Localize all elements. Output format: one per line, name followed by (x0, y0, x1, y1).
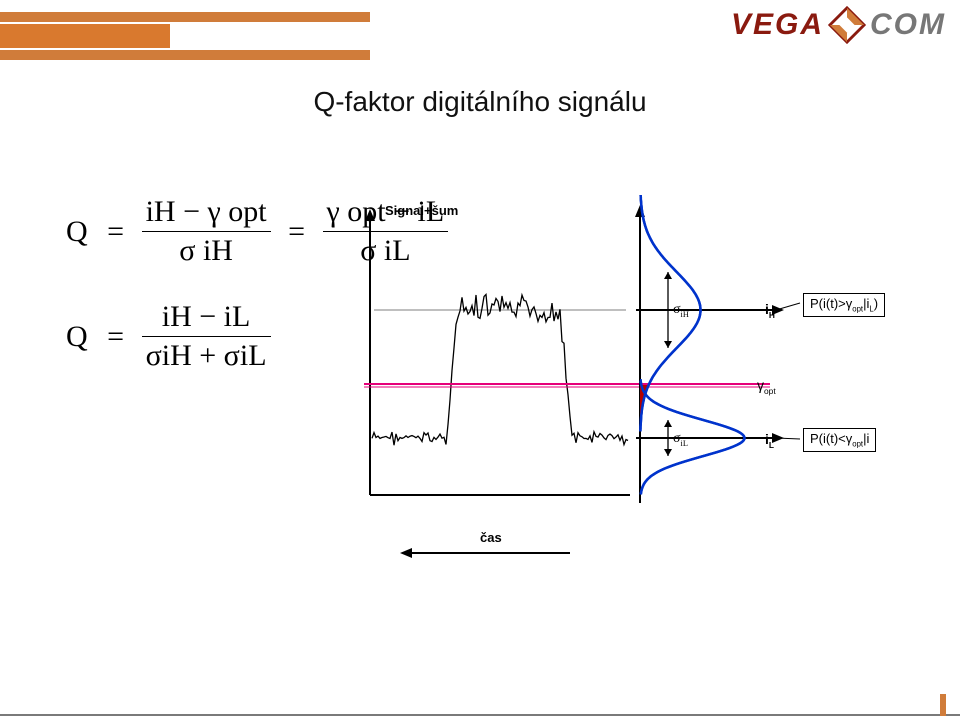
prob-gt-box: P(i(t)>γopt|iL) (803, 293, 885, 317)
brand-com: COM (870, 8, 946, 42)
signal-label: Signal+šum (385, 203, 458, 218)
eq2-eq: = (101, 320, 130, 353)
brand-logo: VEGA COM (731, 6, 946, 44)
gamma-opt-label: γopt (757, 377, 776, 396)
eq-eq: = (101, 215, 130, 248)
eq2-q: Q (60, 320, 94, 353)
figure: Signal+šum čas σiH σiL iH iL γopt P(i(t)… (360, 195, 940, 635)
time-axis-label: čas (480, 530, 502, 545)
eq2-num: iH − iL (142, 300, 271, 336)
eq1-num1: iH − γ opt (142, 195, 271, 231)
header-stripe-bot (0, 50, 370, 60)
header-stripe-top (0, 12, 370, 22)
eq2-frac: iH − iL σiH + σiL (142, 300, 271, 373)
page-title: Q-faktor digitálního signálu (0, 86, 960, 118)
sigma-ih-label: σiH (673, 302, 689, 319)
prob-lt-box: P(i(t)<γopt|i (803, 428, 876, 452)
header: VEGA COM (0, 0, 960, 72)
sigma-il-label: σiL (673, 431, 688, 448)
header-stripe-mid (0, 24, 170, 48)
il-label: iL (765, 431, 774, 450)
eq2-den: σiH + σiL (142, 336, 271, 373)
eq-eq2: = (282, 215, 311, 248)
figure-svg (360, 195, 940, 615)
ih-label: iH (765, 301, 775, 320)
footer-tick (940, 694, 946, 716)
equation-q2: Q = iH − iL σiH + σiL (60, 300, 275, 373)
eq-q: Q (60, 215, 94, 248)
eq1-frac1: iH − γ opt σ iH (142, 195, 271, 268)
brand-rhombus-icon (828, 6, 866, 44)
eq1-den1: σ iH (142, 231, 271, 268)
brand-vega: VEGA (731, 8, 824, 42)
